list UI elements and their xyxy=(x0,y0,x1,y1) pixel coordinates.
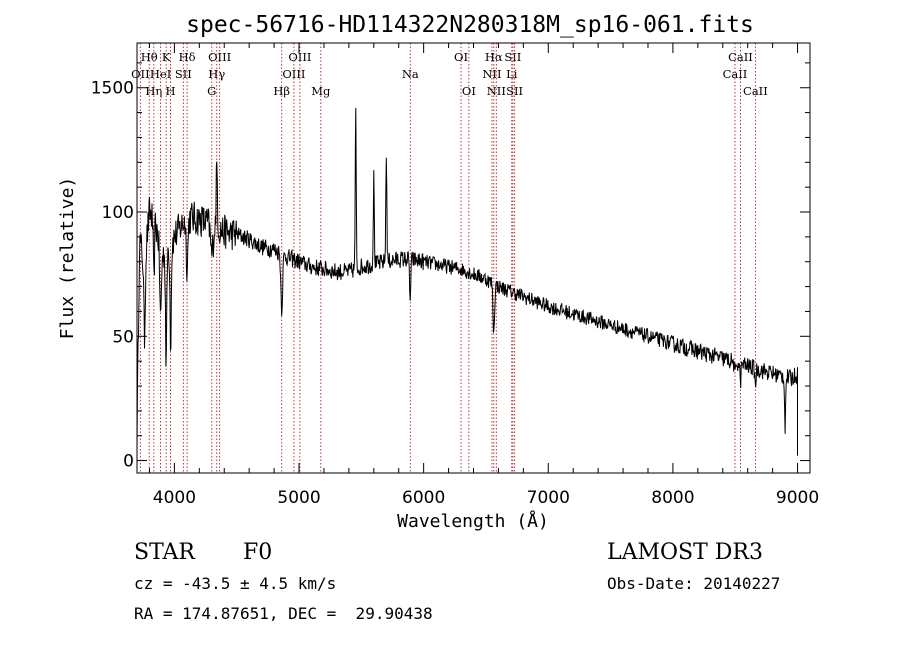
y-tick-label: 0 xyxy=(123,452,134,472)
coordinates: RA = 174.87651, DEC = 29.90438 xyxy=(134,604,433,623)
spectral-line-label: Hγ xyxy=(208,67,225,81)
spectral-line-label: CaII xyxy=(723,67,748,81)
redshift-cz: cz = -43.5 ± 4.5 km/s xyxy=(134,574,337,593)
spectral-line-label: Hη xyxy=(145,84,162,98)
x-axis-label: Wavelength (Å) xyxy=(397,510,549,532)
x-tick-label: 6000 xyxy=(402,488,445,508)
spectral-line-label: K xyxy=(162,50,171,64)
x-tick-label: 8000 xyxy=(651,488,694,508)
chart-title: spec-56716-HD114322N280318M_sp16-061.fit… xyxy=(186,12,754,38)
y-axis: 0 50 100 1500 xyxy=(91,62,810,472)
y-tick-label: 50 xyxy=(112,327,134,347)
observation-date: Obs-Date: 20140227 xyxy=(607,574,781,593)
spectral-line-label: Hδ xyxy=(179,50,196,64)
survey-name: LAMOST DR3 xyxy=(607,540,763,565)
plot-frame xyxy=(136,42,811,474)
spectral-line-label: G xyxy=(207,84,216,98)
y-axis-label: Flux (relative) xyxy=(57,177,78,340)
spectral-line-label: OIII xyxy=(288,50,311,64)
spectral-line-label: OI xyxy=(462,84,476,98)
x-tick-label: 7000 xyxy=(527,488,570,508)
y-tick-label: 100 xyxy=(102,203,134,223)
spectrum-line xyxy=(136,107,798,456)
spectral-line-label: Na xyxy=(402,67,419,81)
spectral-line-label: SII xyxy=(175,67,192,81)
x-axis: 4000 5000 6000 7000 8000 9000 xyxy=(148,43,819,508)
spectral-line-label: OIII xyxy=(208,50,231,64)
spectral-line-label: OI xyxy=(454,50,468,64)
spectral-line-label: Hθ xyxy=(141,50,158,64)
x-tick-label: 4000 xyxy=(153,488,196,508)
spectral-line-label: OII xyxy=(131,67,150,81)
object-subclass: F0 xyxy=(243,540,273,565)
spectrum-layer xyxy=(136,107,798,456)
y-tick-label: 1500 xyxy=(91,79,134,99)
spectral-line-label: Mg xyxy=(311,84,331,98)
spectral-lines-layer: OII Hθ Hη HeI K H SII Hδ G Hγ OIII Hβ OIII OIII Mg Na OI… xyxy=(131,43,768,473)
x-tick-label: 9000 xyxy=(776,488,819,508)
spectral-line-label: SII xyxy=(506,84,523,98)
spectral-line-label: HeI xyxy=(150,67,171,81)
object-class: STAR xyxy=(134,540,195,565)
spectral-line-label: Hβ xyxy=(273,84,290,98)
spectral-line-label: Hα xyxy=(485,50,503,64)
spectral-line-label: H xyxy=(166,84,176,98)
x-tick-label: 5000 xyxy=(277,488,320,508)
spectral-line-label: NII xyxy=(482,67,501,81)
spectral-line-label: SII xyxy=(504,50,521,64)
spectral-line-label: CaII xyxy=(743,84,768,98)
spectral-line-label: OIII xyxy=(282,67,305,81)
spectral-line-label: NII xyxy=(487,84,506,98)
spectral-line-label: Li xyxy=(506,67,518,81)
spectral-line-label: CaII xyxy=(728,50,753,64)
